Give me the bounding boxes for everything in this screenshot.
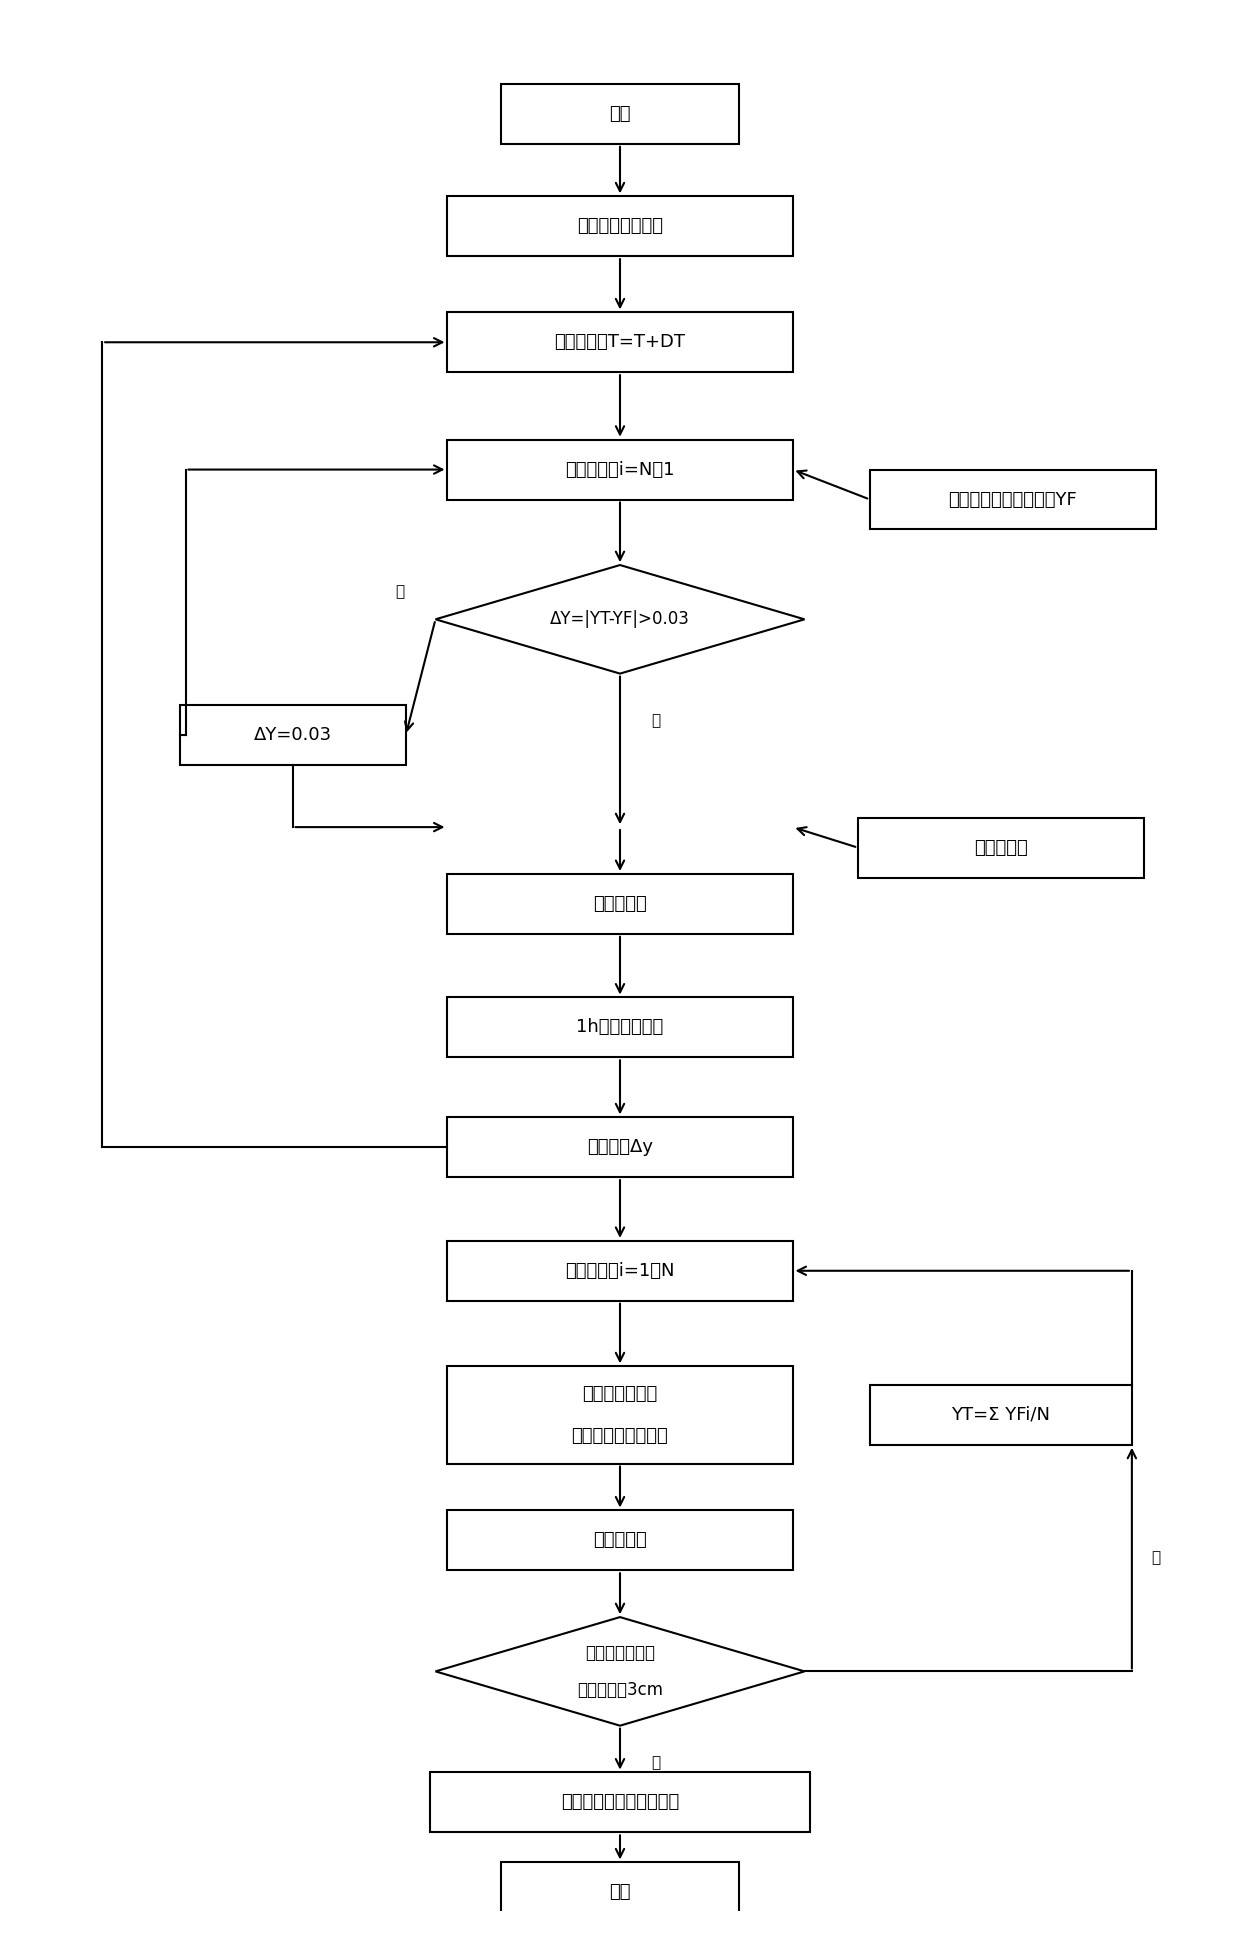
FancyBboxPatch shape: [448, 1240, 792, 1301]
FancyBboxPatch shape: [448, 998, 792, 1057]
FancyBboxPatch shape: [448, 439, 792, 499]
Text: 水面线计算: 水面线计算: [593, 1531, 647, 1550]
FancyBboxPatch shape: [429, 1773, 811, 1833]
Text: 否: 否: [1151, 1550, 1161, 1566]
Text: 否: 否: [651, 714, 660, 727]
FancyBboxPatch shape: [870, 470, 1156, 530]
Text: 水面线计算: 水面线计算: [593, 895, 647, 913]
Text: 1h后渠池蓄水量: 1h后渠池蓄水量: [577, 1018, 663, 1035]
FancyBboxPatch shape: [858, 817, 1143, 878]
Text: 变槽不超过3cm: 变槽不超过3cm: [577, 1681, 663, 1698]
Text: 水位传感器：闸前水深YF: 水位传感器：闸前水深YF: [949, 491, 1078, 509]
Text: YT=Σ YFi/N: YT=Σ YFi/N: [951, 1406, 1050, 1424]
Text: 计算闸门开度，调节闸门: 计算闸门开度，调节闸门: [560, 1794, 680, 1812]
Text: 输配水计划: 输配水计划: [975, 838, 1028, 856]
Text: 水深变化Δy: 水深变化Δy: [587, 1139, 653, 1156]
Text: 下游水深相等，: 下游水深相等，: [585, 1644, 655, 1661]
Polygon shape: [435, 1617, 805, 1726]
Text: 渠池循环：i=1到N: 渠池循环：i=1到N: [565, 1262, 675, 1279]
Text: 输入渠道基本信息: 输入渠道基本信息: [577, 216, 663, 236]
FancyBboxPatch shape: [870, 1384, 1132, 1445]
Text: 引起的闸门流量变化: 引起的闸门流量变化: [572, 1427, 668, 1445]
Text: 是: 是: [396, 583, 404, 599]
Text: 开始: 开始: [609, 105, 631, 123]
FancyBboxPatch shape: [501, 1862, 739, 1923]
FancyBboxPatch shape: [501, 84, 739, 144]
Polygon shape: [435, 566, 805, 673]
Text: ΔY=0.03: ΔY=0.03: [253, 727, 332, 745]
FancyBboxPatch shape: [180, 706, 405, 764]
FancyBboxPatch shape: [448, 874, 792, 934]
FancyBboxPatch shape: [448, 197, 792, 255]
FancyBboxPatch shape: [448, 1117, 792, 1178]
Text: 渠池循环：i=N到1: 渠池循环：i=N到1: [565, 460, 675, 478]
Text: 结束: 结束: [609, 1884, 631, 1901]
Text: 是: 是: [651, 1755, 660, 1771]
FancyBboxPatch shape: [448, 1367, 792, 1464]
Text: 渠池蓄水量变化: 渠池蓄水量变化: [583, 1384, 657, 1404]
FancyBboxPatch shape: [448, 312, 792, 372]
Text: 时层循环：T=T+DT: 时层循环：T=T+DT: [554, 333, 686, 351]
FancyBboxPatch shape: [448, 1511, 792, 1570]
Text: ΔY=|YT-YF|>0.03: ΔY=|YT-YF|>0.03: [551, 610, 689, 628]
